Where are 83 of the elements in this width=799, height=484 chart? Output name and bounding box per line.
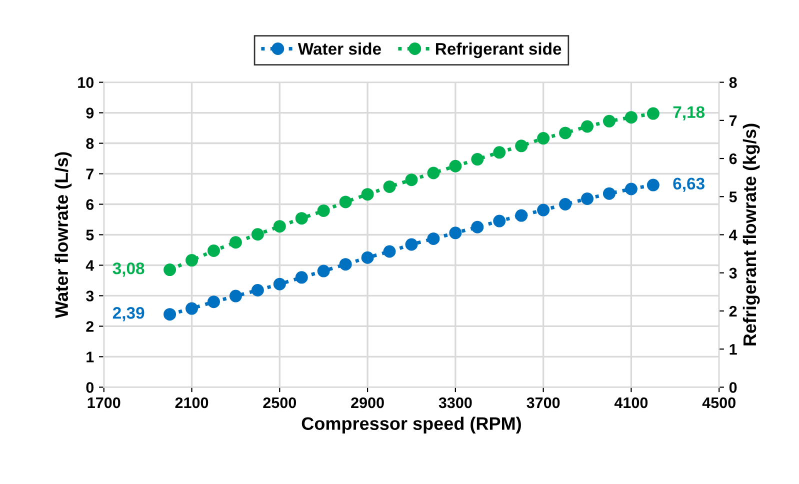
point [449,160,462,172]
point [559,126,572,140]
point [383,245,396,258]
y2-tick-label: 2 [729,306,737,317]
y2-tick-label: 6 [729,153,737,164]
x-tick-label: 3300 [438,397,472,408]
point [229,290,242,302]
y-tick-label: 2 [86,321,94,332]
y2-tick-label: 4 [729,230,738,240]
point [405,238,418,251]
y2-tick-label: 7 [729,115,737,126]
data-label: 2,39 [112,306,144,322]
legend-label: Refrigerant side [436,42,562,58]
y-axis-title: Water flowrate (L/s) [54,152,72,318]
y2-tick-label: 3 [729,268,737,279]
y-tick-label: 7 [86,168,94,180]
point [471,153,484,166]
point [537,132,550,145]
point [295,212,308,225]
point [624,111,638,124]
x-tick-label: 4500 [702,397,736,408]
point [339,258,352,271]
x-tick-label: 1700 [88,397,120,408]
point [273,220,286,233]
y-tick-label: 10 [78,77,94,88]
point [229,236,242,249]
point [559,198,572,210]
point [427,166,440,180]
point [251,284,264,296]
point [449,226,462,240]
x-tick-label: 2100 [175,397,208,408]
y-tick-label: 8 [86,138,94,149]
x-axis-title: Compressor speed (RPM) [302,416,521,434]
point [207,296,220,308]
point [361,188,374,201]
point [493,214,506,228]
data-label: 3,08 [112,262,144,277]
x-tick-label: 3700 [526,397,560,408]
y-tick-label: 0 [86,382,94,393]
point [186,302,198,315]
point [602,187,616,200]
point [427,232,440,245]
point [602,114,616,128]
x-tick-label: 2500 [263,397,296,408]
point [164,264,176,276]
y-tick-label: 5 [86,230,94,240]
y2-tick-label: 5 [729,192,737,202]
y-tick-label: 9 [86,108,94,118]
y-tick-label: 6 [86,199,94,210]
point [471,220,484,234]
y-tick-label: 1 [86,352,94,362]
x-tick-label: 2900 [351,397,384,408]
data-label: 6,63 [673,178,704,192]
point [537,204,550,216]
point [493,146,506,159]
y2-axis-title: Refrigerant flowrate (kg/s) [742,124,760,346]
point [581,192,594,206]
point [317,204,330,217]
point [317,264,330,278]
y2-tick-label: 8 [729,77,737,88]
point [361,251,374,264]
point [646,178,660,192]
point [186,254,198,267]
point [383,180,396,193]
point [295,271,308,284]
point [581,120,594,133]
y-tick-label: 3 [86,290,94,302]
point [251,228,264,241]
point [515,140,528,152]
point [646,107,660,120]
data-label: 7,18 [673,106,705,120]
point [515,209,528,222]
legend-label: Water side [298,42,381,55]
y2-tick-label: 1 [730,344,737,355]
x-tick-label: 4100 [614,397,648,408]
y2-tick-label: 0 [729,382,737,393]
point [207,244,220,257]
point [405,174,418,186]
point [273,278,286,290]
y-tick-label: 4 [86,260,94,271]
point [624,182,638,196]
point [339,196,352,208]
point [164,308,176,321]
